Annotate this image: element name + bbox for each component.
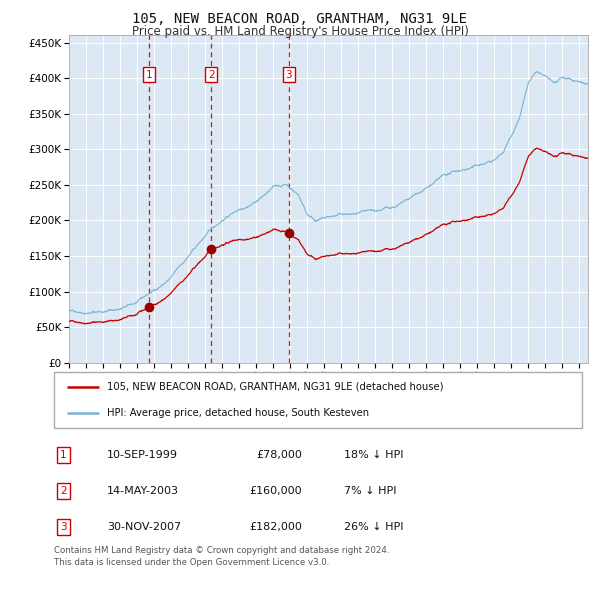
Text: 105, NEW BEACON ROAD, GRANTHAM, NG31 9LE: 105, NEW BEACON ROAD, GRANTHAM, NG31 9LE bbox=[133, 12, 467, 26]
Text: 1: 1 bbox=[145, 70, 152, 80]
Text: £160,000: £160,000 bbox=[250, 486, 302, 496]
Text: 18% ↓ HPI: 18% ↓ HPI bbox=[344, 450, 404, 460]
Text: 10-SEP-1999: 10-SEP-1999 bbox=[107, 450, 178, 460]
Text: 2: 2 bbox=[60, 486, 67, 496]
Text: 14-MAY-2003: 14-MAY-2003 bbox=[107, 486, 179, 496]
Text: 2: 2 bbox=[208, 70, 215, 80]
Text: Contains HM Land Registry data © Crown copyright and database right 2024.: Contains HM Land Registry data © Crown c… bbox=[54, 546, 389, 555]
Text: 3: 3 bbox=[60, 522, 67, 532]
Text: 3: 3 bbox=[286, 70, 292, 80]
Text: 7% ↓ HPI: 7% ↓ HPI bbox=[344, 486, 397, 496]
Text: £182,000: £182,000 bbox=[249, 522, 302, 532]
Text: This data is licensed under the Open Government Licence v3.0.: This data is licensed under the Open Gov… bbox=[54, 558, 329, 566]
Text: HPI: Average price, detached house, South Kesteven: HPI: Average price, detached house, Sout… bbox=[107, 408, 369, 418]
Text: 105, NEW BEACON ROAD, GRANTHAM, NG31 9LE (detached house): 105, NEW BEACON ROAD, GRANTHAM, NG31 9LE… bbox=[107, 382, 443, 392]
Text: 26% ↓ HPI: 26% ↓ HPI bbox=[344, 522, 404, 532]
Text: Price paid vs. HM Land Registry's House Price Index (HPI): Price paid vs. HM Land Registry's House … bbox=[131, 25, 469, 38]
Text: 1: 1 bbox=[60, 450, 67, 460]
Text: 30-NOV-2007: 30-NOV-2007 bbox=[107, 522, 181, 532]
Text: £78,000: £78,000 bbox=[256, 450, 302, 460]
